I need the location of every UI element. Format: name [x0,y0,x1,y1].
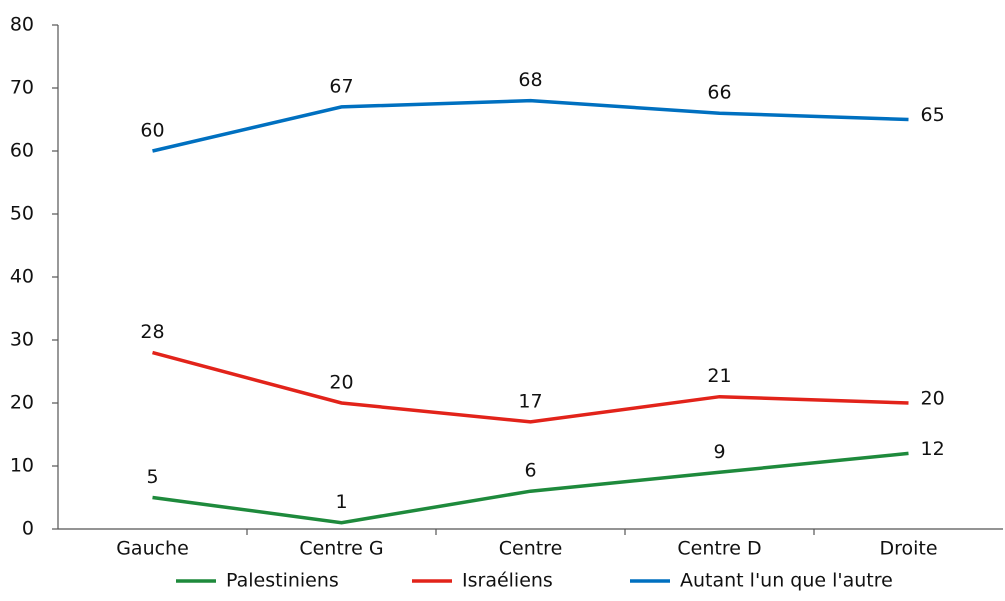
legend-label: Palestiniens [226,570,339,592]
data-label: 68 [518,69,542,91]
data-label: 12 [921,438,945,460]
data-label: 20 [921,388,945,410]
y-tick-label: 80 [10,14,34,36]
data-label: 65 [921,104,945,126]
y-tick-label: 0 [22,518,34,540]
series-line [152,350,909,424]
y-tick-label: 30 [10,329,34,351]
data-label: 5 [146,466,158,488]
data-label: 66 [707,82,731,104]
x-tick-label: Droite [879,538,937,560]
legend-label: Israéliens [462,570,553,592]
data-label: 1 [335,491,347,513]
series-line [152,451,909,525]
x-tick-label: Centre D [677,538,761,560]
data-label: 17 [518,390,542,412]
x-tick-label: Centre [499,538,563,560]
y-tick-label: 60 [10,140,34,162]
y-tick-label: 10 [10,455,34,477]
y-tick-label: 20 [10,392,34,414]
data-label: 9 [713,441,725,463]
y-tick-label: 70 [10,77,34,99]
data-label: 20 [329,372,353,394]
y-tick-label: 40 [10,266,34,288]
data-label: 60 [140,120,164,142]
legend-label: Autant l'un que l'autre [680,570,893,592]
x-tick-label: Centre G [299,538,383,560]
data-label: 21 [707,365,731,387]
series-line [152,98,909,153]
data-label: 28 [140,321,164,343]
y-tick-label: 50 [10,203,34,225]
data-label: 6 [524,460,536,482]
x-tick-label: Gauche [116,538,189,560]
data-label: 67 [329,75,353,97]
